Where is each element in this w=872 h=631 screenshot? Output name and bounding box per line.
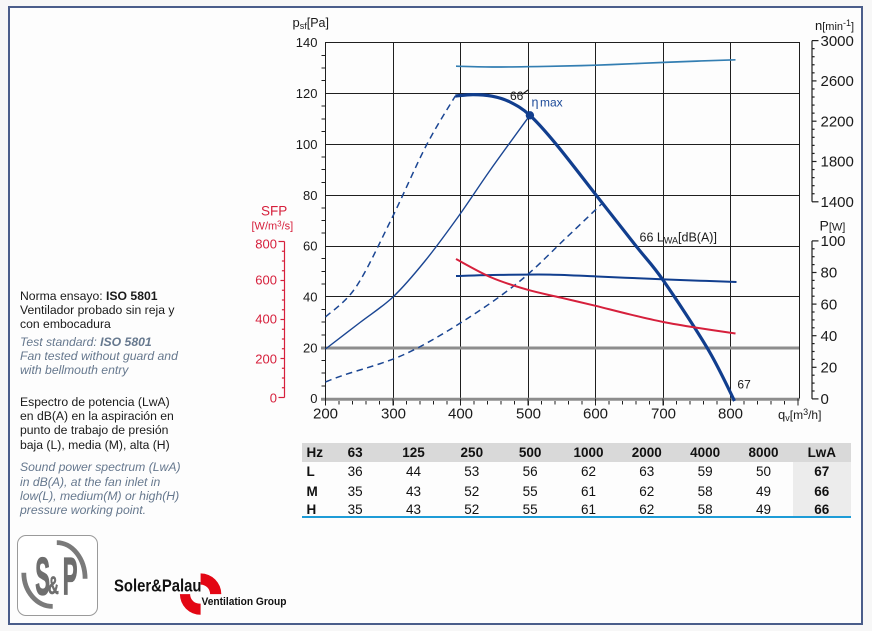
svg-text:200: 200 [255, 351, 277, 366]
svg-text:800: 800 [255, 236, 277, 251]
svg-text:60: 60 [821, 296, 838, 313]
svg-text:2200: 2200 [821, 113, 854, 130]
svg-text:20: 20 [821, 360, 838, 377]
svg-text:200: 200 [313, 406, 338, 423]
svg-text:66: 66 [510, 89, 524, 103]
svg-text:1800: 1800 [821, 154, 854, 171]
svg-text:800: 800 [718, 406, 743, 423]
svg-text:120: 120 [296, 86, 318, 101]
svg-text:80: 80 [303, 188, 317, 203]
svg-text:40: 40 [303, 290, 317, 305]
svg-text:psf[Pa]: psf[Pa] [293, 15, 330, 31]
svg-text:qv[m3/h]: qv[m3/h] [778, 407, 821, 423]
svg-text:300: 300 [381, 406, 406, 423]
svg-text:60: 60 [303, 239, 317, 254]
svg-text:40: 40 [821, 328, 838, 345]
svg-text:700: 700 [651, 406, 676, 423]
svg-text:SFP: SFP [261, 204, 287, 219]
svg-text:20: 20 [303, 340, 317, 355]
svg-text:0: 0 [821, 391, 829, 408]
svg-text:66 LWA[dB(A)]: 66 LWA[dB(A)] [640, 231, 717, 246]
svg-text:0: 0 [270, 390, 277, 405]
svg-text:[W/m3/s]: [W/m3/s] [252, 220, 294, 233]
svg-text:400: 400 [448, 406, 473, 423]
svg-text:1400: 1400 [821, 194, 854, 211]
svg-text:P[W]: P[W] [820, 218, 846, 234]
svg-text:400: 400 [255, 311, 277, 326]
svg-text:n[min-1]: n[min-1] [815, 18, 854, 33]
svg-text:80: 80 [821, 265, 838, 282]
svg-text:3000: 3000 [821, 33, 854, 50]
svg-text:500: 500 [516, 406, 541, 423]
svg-text:2600: 2600 [821, 73, 854, 90]
svg-text:140: 140 [296, 35, 318, 50]
svg-text:600: 600 [583, 406, 608, 423]
svg-text:0: 0 [310, 391, 317, 406]
svg-text:100: 100 [821, 233, 846, 250]
svg-text:100: 100 [296, 137, 318, 152]
svg-text:67: 67 [737, 378, 751, 392]
svg-text:600: 600 [255, 272, 277, 287]
